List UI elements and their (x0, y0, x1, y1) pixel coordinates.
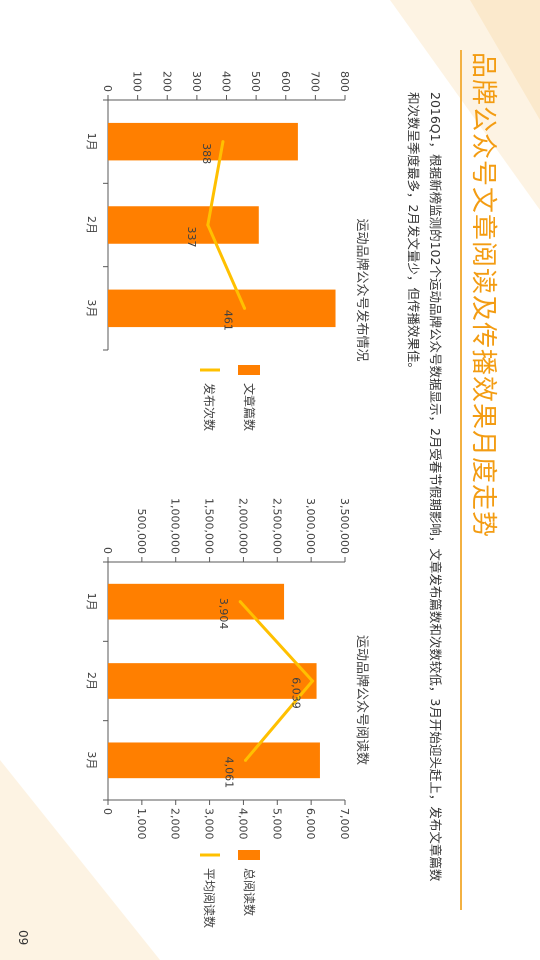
title-underline (460, 50, 462, 910)
line-point (238, 600, 242, 604)
y-tick-label: 800 (338, 71, 351, 92)
x-tick-label: 2月 (85, 216, 98, 234)
y-tick-label: 0 (101, 547, 114, 554)
legend-label: 文章篇数 (242, 383, 257, 431)
y-tick-label: 300 (190, 71, 203, 92)
y-tick-label: 600 (279, 71, 292, 92)
x-tick-label: 3月 (85, 751, 98, 769)
y-tick-label: 500 (249, 71, 262, 92)
y-tick-label: 1,000,000 (169, 498, 182, 554)
data-label: 4,061 (222, 757, 235, 789)
y-tick-label: 2,500,000 (270, 498, 283, 554)
legend-swatch-bar (238, 850, 260, 860)
page-number: 09 (16, 930, 30, 946)
chart-title: 运动品牌公众号阅读数 (354, 635, 370, 765)
data-label: 6,039 (289, 677, 302, 709)
line-point (221, 140, 225, 144)
line-point (243, 306, 247, 310)
data-label: 388 (200, 143, 213, 164)
y2-tick-label: 5,000 (270, 808, 283, 840)
y2-tick-label: 1,000 (135, 808, 148, 840)
x-tick-label: 1月 (85, 133, 98, 151)
y-tick-label: 1,500,000 (203, 498, 216, 554)
legend-label: 总阅读数 (242, 868, 257, 916)
y-tick-label: 3,500,000 (338, 498, 351, 554)
data-label: 461 (222, 310, 235, 331)
y-tick-label: 100 (131, 71, 144, 92)
page-title: 品牌公众号文章阅读及传播效果月度走势 (468, 52, 498, 539)
legend-label: 发布次数 (202, 383, 217, 431)
y2-tick-label: 2,000 (169, 808, 182, 840)
y2-tick-label: 0 (101, 808, 114, 815)
y2-tick-label: 4,000 (236, 808, 249, 840)
bar (108, 583, 285, 620)
y-tick-label: 400 (220, 71, 233, 92)
legend-swatch-bar (238, 365, 260, 375)
data-label: 337 (185, 227, 198, 248)
bar (108, 206, 259, 244)
legend-label: 平均阅读数 (202, 868, 217, 928)
chart-title: 运动品牌公众号发布情况 (354, 218, 370, 361)
y-tick-label: 700 (308, 71, 321, 92)
x-tick-label: 3月 (85, 299, 98, 317)
line-point (206, 223, 210, 227)
chart-publishing: 运动品牌公众号发布情况 0 100 200 300 400 500 600 700 800 1月 2… (85, 71, 370, 431)
y-tick-label: 2,000,000 (236, 498, 249, 554)
y-tick-label: 0 (101, 85, 114, 92)
y2-tick-label: 3,000 (203, 808, 216, 840)
bar (107, 289, 336, 328)
x-tick-label: 1月 (85, 593, 98, 611)
line-point (243, 758, 247, 762)
bar (108, 663, 317, 699)
chart-reading: 运动品牌公众号阅读数 0 500,000 1,000,000 1,500,000 2,0… (85, 498, 370, 928)
bar (108, 742, 320, 779)
y-tick-label: 3,000,000 (304, 498, 317, 554)
summary-text: 2016Q1，根据新榜监测的102个运动品牌公众号数据显示，2月受春节假期影响，… (406, 92, 443, 882)
y-tick-label: 200 (160, 71, 173, 92)
line-point (310, 679, 314, 683)
bar (107, 122, 298, 161)
y2-tick-label: 6,000 (304, 808, 317, 840)
y2-tick-label: 7,000 (338, 808, 351, 840)
x-tick-label: 2月 (85, 672, 98, 690)
y-tick-label: 500,000 (135, 509, 148, 555)
data-label: 3,904 (217, 598, 230, 630)
